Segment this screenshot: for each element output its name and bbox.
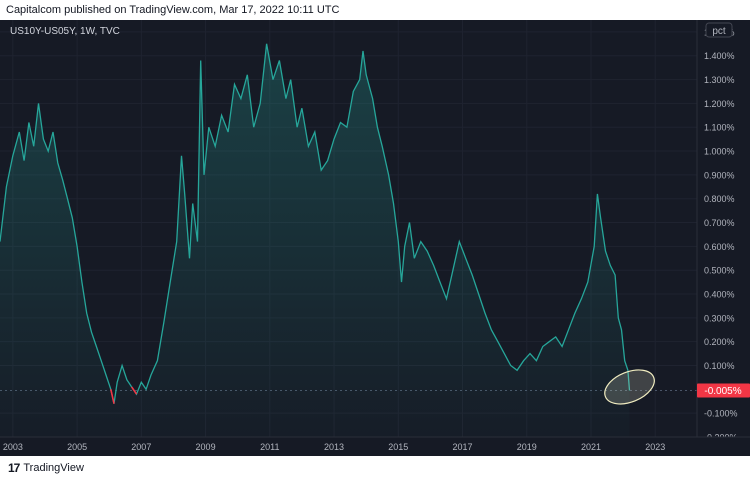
y-tick-label: 0.700%	[704, 218, 735, 228]
y-tick-label: 0.300%	[704, 313, 735, 323]
x-tick-label: 2003	[3, 442, 23, 452]
x-tick-label: 2021	[581, 442, 601, 452]
y-tick-label: 1.200%	[704, 99, 735, 109]
symbol-label: US10Y-US05Y, 1W, TVC	[10, 26, 120, 37]
x-tick-label: 2017	[453, 442, 473, 452]
y-tick-label: 1.400%	[704, 51, 735, 61]
y-tick-label: 0.100%	[704, 361, 735, 371]
area-chart[interactable]: 1.500%1.400%1.300%1.200%1.100%1.000%0.90…	[0, 20, 750, 456]
y-tick-label: 0.600%	[704, 242, 735, 252]
area-fill	[0, 43, 630, 438]
y-tick-label: 0.900%	[704, 170, 735, 180]
x-tick-label: 2019	[517, 442, 537, 452]
y-tick-label: 0.500%	[704, 266, 735, 276]
last-value-badge: -0.005%	[697, 383, 750, 398]
highlight-ellipse	[604, 369, 655, 405]
y-tick-label: 0.400%	[704, 290, 735, 300]
y-tick-label: 1.300%	[704, 75, 735, 85]
x-tick-label: 2011	[260, 442, 279, 452]
series-line	[0, 43, 631, 404]
y-tick-label: 0.200%	[704, 337, 735, 347]
chart-panel[interactable]: 1.500%1.400%1.300%1.200%1.100%1.000%0.90…	[0, 20, 750, 456]
negative-segment	[131, 386, 138, 395]
footer: 17 TradingView	[0, 456, 750, 481]
price-scale-bg	[697, 20, 750, 456]
x-axis[interactable]: 2003 2005 2007 2009 2011 2013 2015 2017 2019 2021…	[3, 442, 665, 452]
y-tick-label: 1.100%	[704, 123, 735, 133]
time-scale-bg	[0, 437, 750, 456]
x-tick-label: 2009	[196, 442, 216, 452]
y-tick-label: 1.000%	[704, 147, 735, 157]
unit-badge[interactable]: pct	[705, 22, 733, 38]
tradingview-logo-icon: 17	[8, 461, 20, 475]
publish-header: Capitalcom published on TradingView.com,…	[6, 4, 340, 16]
brand-name: TradingView	[23, 462, 84, 474]
x-tick-label: 2013	[324, 442, 344, 452]
last-value-label: -0.005%	[704, 386, 741, 397]
y-tick-label: -0.100%	[704, 409, 738, 419]
unit-label: pct	[712, 26, 726, 37]
tradingview-brand[interactable]: 17 TradingView	[8, 461, 84, 475]
negative-markers	[110, 386, 138, 404]
y-tick-label: 0.800%	[704, 194, 735, 204]
x-tick-label: 2015	[388, 442, 408, 452]
negative-segment	[110, 389, 115, 404]
x-tick-label: 2007	[131, 442, 151, 452]
x-tick-label: 2023	[645, 442, 665, 452]
x-tick-label: 2005	[67, 442, 87, 452]
